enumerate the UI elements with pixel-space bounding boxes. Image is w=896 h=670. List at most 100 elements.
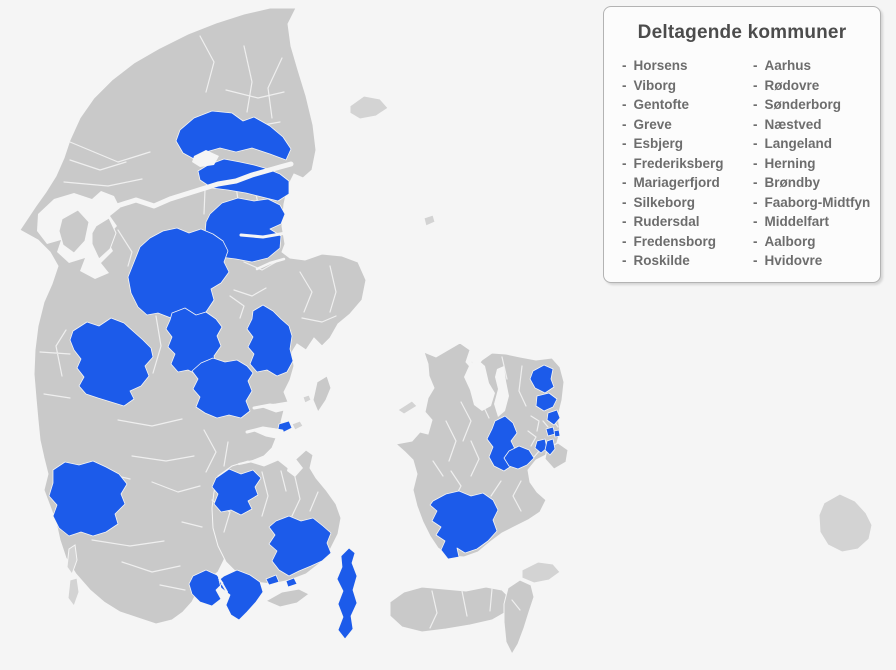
- kolding-fjord: [238, 460, 254, 465]
- item-dash: -: [622, 136, 627, 151]
- legend-item: - Aarhus: [753, 56, 870, 76]
- legend-item: - Sønderborg: [753, 95, 870, 115]
- item-dash: -: [753, 77, 758, 93]
- municipality-naestved: [429, 490, 499, 560]
- horsens-fjord: [252, 403, 291, 410]
- legend-item: - Langeland: [753, 134, 870, 154]
- legend-item: - Roskilde: [622, 251, 753, 271]
- legend-item: - Frederiksberg: [622, 154, 753, 174]
- item-dash: -: [622, 97, 627, 112]
- odense-fjord: [287, 459, 303, 477]
- legend-item: - Middelfart: [753, 212, 870, 232]
- legend-item: - Gentofte: [622, 95, 753, 115]
- legend-item-label: Hvidovre: [764, 253, 823, 268]
- legend-title: Deltagende kommuner: [637, 22, 847, 43]
- legend-column-2: - Aarhus - Rødovre - Sønderborg - Næstved -L…: [753, 56, 870, 271]
- vejle-fjord: [245, 426, 284, 434]
- legend-panel: Deltagende kommuner - Horsens - Viborg - Ge…: [603, 6, 881, 283]
- legend-item-label: Aarhus: [764, 58, 812, 73]
- item-dash: -: [753, 175, 758, 190]
- legend-item-label: Roskilde: [633, 253, 690, 268]
- municipality-frederiksberg: [553, 429, 561, 438]
- municipality-esbjerg: [48, 460, 128, 537]
- moen-island: [521, 561, 561, 584]
- municipality-middelfart: [211, 468, 262, 516]
- item-dash: -: [753, 194, 758, 210]
- legend-item: - Horsens: [622, 56, 753, 76]
- nibe-inlet: [192, 150, 219, 167]
- legend-item: - Silkeborg: [622, 193, 753, 213]
- municipality-greve: [503, 445, 535, 470]
- municipality-horsens: [191, 357, 293, 433]
- laesoe-island: [349, 95, 389, 120]
- municipality-faaborg-midtfyn: [265, 515, 332, 588]
- legend-item: - Fredensborg: [622, 232, 753, 252]
- legend-item-label: Rødovre: [764, 77, 820, 93]
- legend-item-label: Mariagerfjord: [633, 175, 720, 190]
- legend-item-label: Silkeborg: [633, 194, 696, 210]
- municipality-viborg: [127, 227, 230, 319]
- municipality-herning: [69, 317, 154, 407]
- lolland-island: [389, 586, 512, 633]
- municipality-langeland: [336, 547, 358, 640]
- legend-item-label: Horsens: [633, 58, 688, 73]
- legend-column-1: - Horsens - Viborg - Gentofte - Greve - Esbje…: [622, 56, 753, 271]
- legend-item-label: Sønderborg: [764, 97, 842, 112]
- item-dash: -: [753, 253, 758, 268]
- sejeroe-island: [397, 400, 418, 415]
- legend-item-label: Faaborg-Midtfyn: [764, 194, 871, 210]
- item-dash: -: [753, 136, 758, 151]
- municipality-rudersdal: [535, 392, 558, 412]
- roemoe-island: [67, 577, 80, 608]
- fanoe-island: [66, 544, 78, 576]
- als-strait: [218, 577, 228, 608]
- legend-item-label: Greve: [633, 116, 672, 132]
- item-dash: -: [622, 233, 627, 249]
- legend-item: - Hvidovre: [753, 251, 870, 271]
- mariager-fjord: [239, 231, 288, 239]
- legend-item: - Greve: [622, 115, 753, 135]
- anholt-island: [423, 214, 436, 227]
- legend-item: - Mariagerfjord: [622, 173, 753, 193]
- legend-item-label: Næstved: [764, 116, 822, 132]
- item-dash: -: [753, 97, 758, 112]
- item-dash: -: [622, 214, 627, 229]
- legend-item-label: Langeland: [764, 136, 833, 151]
- legend-item: - Herning: [753, 154, 870, 174]
- legend-item: - Aalborg: [753, 232, 870, 252]
- legend-item-label: Middelfart: [764, 214, 830, 229]
- legend-item: - Rødovre: [753, 76, 870, 96]
- small-islands: [291, 394, 312, 431]
- item-dash: -: [622, 253, 627, 268]
- mors-island: [58, 209, 90, 254]
- municipality-fredensborg: [529, 364, 555, 394]
- bornholm-island: [818, 493, 873, 553]
- legend-item-label: Brøndby: [764, 175, 821, 190]
- item-dash: -: [622, 175, 627, 190]
- legend-item-label: Herning: [764, 155, 816, 171]
- municipality-aarhus: [246, 304, 294, 377]
- legend-item: - Esbjerg: [622, 134, 753, 154]
- roskilde-fjord: [494, 366, 509, 417]
- salling-peninsula: [91, 217, 117, 260]
- item-dash: -: [753, 155, 758, 171]
- item-dash: -: [622, 155, 627, 171]
- municipality-broendby: [534, 438, 548, 454]
- legend-item-label: Aalborg: [764, 233, 816, 249]
- legend-item: - Faaborg-Midtfyn: [753, 193, 870, 213]
- aeroe-island: [264, 588, 310, 608]
- legend-item: - Brøndby: [753, 173, 870, 193]
- legend-item: - Næstved: [753, 115, 870, 135]
- samsoe-island: [312, 375, 332, 414]
- municipality-hvidovre: [544, 438, 556, 456]
- item-dash: -: [753, 214, 758, 229]
- item-dash: -: [622, 194, 627, 210]
- municipality-soenderborg: [188, 569, 264, 621]
- item-dash: -: [622, 58, 627, 73]
- limfjord-channel: [114, 161, 294, 209]
- municipality-gentofte: [546, 409, 561, 426]
- item-dash: -: [622, 77, 627, 93]
- item-dash: -: [753, 233, 758, 249]
